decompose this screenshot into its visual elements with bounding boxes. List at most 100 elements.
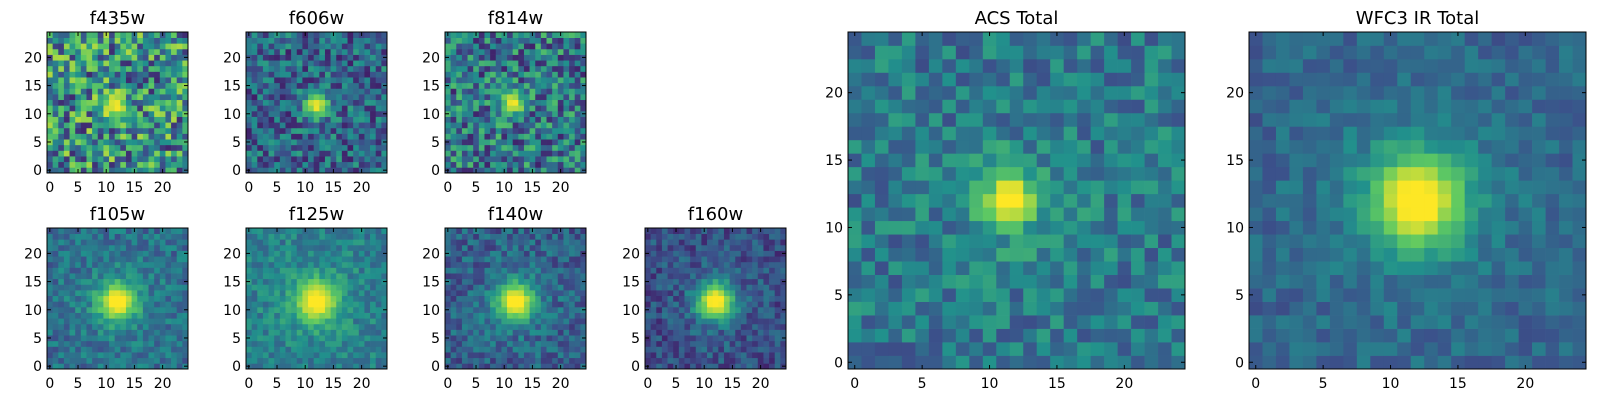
- heatmap-cell: [336, 323, 343, 330]
- heatmap-cell: [684, 295, 691, 302]
- heatmap-cell: [296, 357, 303, 364]
- heatmap-cell: [450, 250, 457, 257]
- heatmap-cell: [381, 77, 388, 84]
- heatmap-cell: [695, 340, 702, 347]
- heatmap-cell: [251, 261, 258, 268]
- heatmap-cell: [69, 37, 76, 44]
- heatmap-cell: [512, 290, 519, 297]
- heatmap-cell: [154, 335, 161, 342]
- heatmap-cell: [137, 363, 144, 370]
- heatmap-cell: [330, 88, 337, 95]
- heatmap-cell: [848, 166, 862, 181]
- heatmap-cell: [336, 244, 343, 251]
- heatmap-cell: [176, 278, 183, 285]
- heatmap-cell: [296, 99, 303, 106]
- heatmap-cell: [512, 82, 519, 89]
- heatmap-cell: [120, 239, 127, 246]
- heatmap-cell: [490, 105, 497, 112]
- heatmap-cell: [176, 99, 183, 106]
- heatmap-cell: [279, 161, 286, 168]
- heatmap-cell: [353, 273, 360, 280]
- heatmap-cell: [257, 357, 264, 364]
- heatmap-cell: [341, 60, 348, 67]
- heatmap-cell: [381, 352, 388, 359]
- heatmap-cell: [176, 228, 183, 234]
- heatmap-cell: [701, 306, 708, 313]
- heatmap-cell: [131, 48, 138, 55]
- heatmap-cell: [473, 357, 480, 364]
- heatmap-cell: [165, 167, 172, 174]
- x-tick-label: 20: [154, 376, 172, 392]
- heatmap-cell: [171, 127, 178, 134]
- heatmap-cell: [97, 99, 104, 106]
- heatmap-cell: [336, 273, 343, 280]
- heatmap-cell: [473, 144, 480, 151]
- heatmap-cell: [120, 105, 127, 112]
- heatmap-cell: [848, 355, 862, 370]
- heatmap-cell: [656, 278, 663, 285]
- heatmap-cell: [490, 284, 497, 291]
- heatmap-cell: [495, 267, 502, 274]
- heatmap-cell: [690, 312, 697, 319]
- heatmap-cell: [690, 261, 697, 268]
- heatmap-cell: [154, 239, 161, 246]
- heatmap-cell: [358, 301, 365, 308]
- heatmap-cell: [75, 48, 82, 55]
- heatmap-cell: [262, 301, 269, 308]
- heatmap-cell: [529, 37, 536, 44]
- heatmap-cell: [712, 312, 719, 319]
- heatmap-cell: [251, 99, 258, 106]
- heatmap-cell: [746, 323, 753, 330]
- heatmap-cell: [707, 244, 714, 251]
- heatmap-cell: [291, 127, 298, 134]
- heatmap-cell: [125, 116, 132, 123]
- heatmap-cell: [92, 340, 99, 347]
- heatmap-cell: [501, 77, 508, 84]
- heatmap-cell: [512, 318, 519, 325]
- heatmap-cell: [330, 340, 337, 347]
- heatmap-cell: [336, 278, 343, 285]
- heatmap-cell: [336, 127, 343, 134]
- heatmap-cell: [774, 267, 781, 274]
- heatmap-cell: [763, 301, 770, 308]
- heatmap-cell: [982, 315, 997, 329]
- heatmap-cell: [370, 306, 377, 313]
- heatmap-cell: [1036, 288, 1051, 302]
- heatmap-cell: [535, 357, 542, 364]
- heatmap-cell: [131, 340, 138, 347]
- heatmap-cell: [257, 228, 264, 234]
- heatmap-cell: [182, 239, 189, 246]
- heatmap-cell: [137, 43, 144, 50]
- heatmap-cell: [63, 261, 70, 268]
- heatmap-cell: [80, 60, 87, 67]
- heatmap-cell: [324, 32, 331, 38]
- heatmap-cell: [69, 261, 76, 268]
- heatmap-cell: [1090, 220, 1105, 235]
- heatmap-cell: [461, 256, 468, 263]
- heatmap-cell: [262, 54, 269, 61]
- heatmap-cell: [324, 250, 331, 257]
- heatmap-cell: [154, 94, 161, 101]
- heatmap-cell: [461, 82, 468, 89]
- heatmap-cell: [370, 32, 377, 38]
- heatmap-cell: [52, 156, 59, 163]
- heatmap-cell: [495, 94, 502, 101]
- heatmap-cell: [296, 133, 303, 140]
- heatmap-cell: [114, 267, 121, 274]
- heatmap-cell: [52, 239, 59, 246]
- heatmap-cell: [336, 261, 343, 268]
- heatmap-cell: [540, 37, 547, 44]
- heatmap-cell: [540, 161, 547, 168]
- heatmap-cell: [557, 352, 564, 359]
- heatmap-cell: [723, 273, 730, 280]
- heatmap-cell: [176, 340, 183, 347]
- heatmap-cell: [512, 346, 519, 353]
- heatmap-cell: [302, 110, 309, 117]
- heatmap-cell: [291, 167, 298, 174]
- heatmap-cell: [268, 65, 275, 72]
- heatmap-cell: [650, 357, 657, 364]
- heatmap-cell: [729, 278, 736, 285]
- heatmap-cell: [535, 133, 542, 140]
- heatmap-cell: [650, 278, 657, 285]
